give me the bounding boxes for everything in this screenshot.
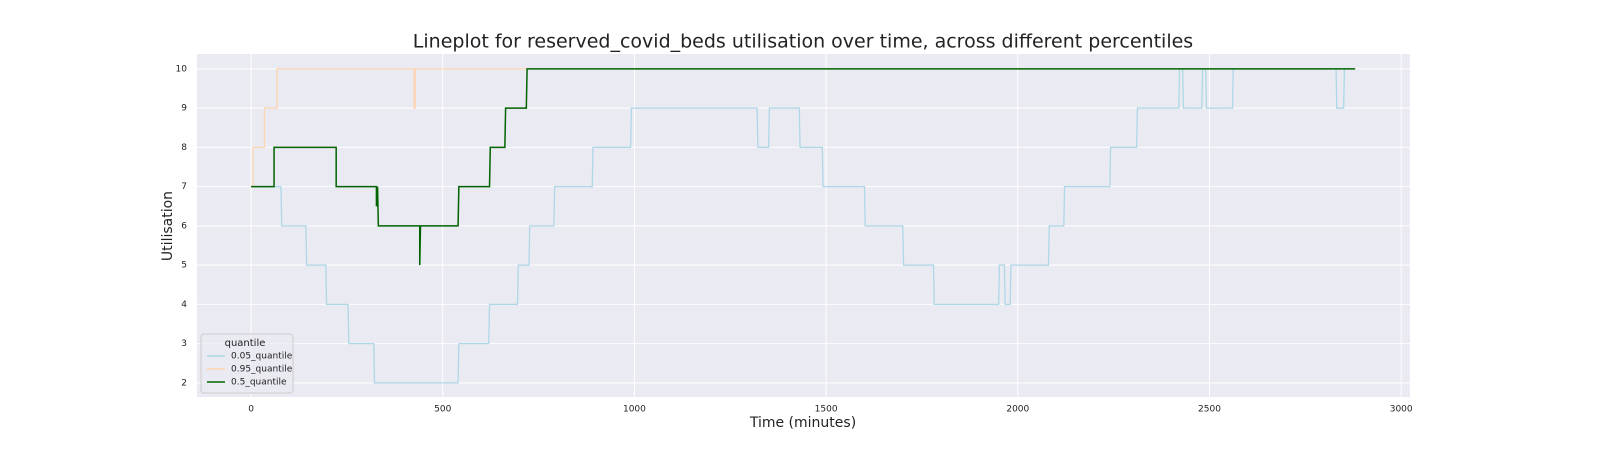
x-tick-label: 0 <box>248 405 254 415</box>
x-tick-label: 1000 <box>623 405 646 415</box>
y-tick-label: 7 <box>181 182 187 192</box>
x-tick-label: 2000 <box>1006 405 1029 415</box>
y-tick-label: 9 <box>181 104 187 114</box>
chart-title: Lineplot for reserved_covid_beds utilisa… <box>413 31 1193 53</box>
legend-title: quantile <box>225 338 266 349</box>
x-tick-label: 3000 <box>1390 405 1413 415</box>
series-line <box>251 68 1356 188</box>
x-axis-label: Time (minutes) <box>749 415 856 431</box>
y-tick-label: 2 <box>181 378 187 388</box>
legend-label: 0.5_quantile <box>231 378 287 388</box>
x-tick-label: 2500 <box>1198 405 1221 415</box>
x-tick-label: 1500 <box>815 405 838 415</box>
series-line <box>251 68 1356 384</box>
legend-label: 0.95_quantile <box>231 365 293 375</box>
legend-label: 0.05_quantile <box>231 352 293 362</box>
y-tick-label: 5 <box>181 261 187 271</box>
y-tick-label: 4 <box>181 300 187 310</box>
y-tick-label: 3 <box>181 339 187 349</box>
y-tick-label: 6 <box>181 221 187 231</box>
y-tick-label: 10 <box>176 64 188 74</box>
y-tick-label: 8 <box>181 143 187 153</box>
legend-box <box>200 333 294 394</box>
legend: quantile 0.05_quantile 0.95_quantile 0.5_qu… <box>200 333 294 394</box>
series-line <box>251 68 1356 266</box>
y-axis-label: Utilisation <box>160 191 176 261</box>
x-tick-label: 500 <box>434 405 451 415</box>
lines <box>251 68 1356 384</box>
